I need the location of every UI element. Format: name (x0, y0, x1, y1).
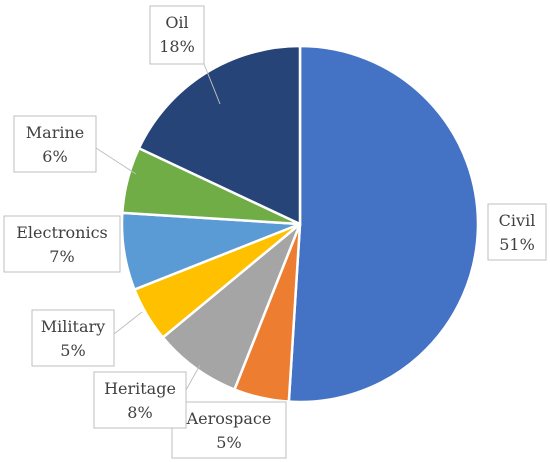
pie-slice-heritage (161, 223, 302, 392)
data-label-box (3, 215, 121, 273)
pie-slice-oil (137, 44, 302, 226)
slice-percent-label: 18% (159, 37, 195, 56)
data-label-military: Military 5% (31, 309, 115, 367)
data-label-electronics: Electronics 7% (3, 215, 121, 273)
data-labels: Civil 51% Aerospace 5% Heritage 8% Military 5% E… (3, 5, 547, 459)
slice-percent-label: 8% (127, 403, 152, 422)
leader-line-military (113, 311, 143, 335)
data-label-oil: Oil 18% (149, 5, 205, 65)
data-label-heritage: Heritage 8% (93, 371, 187, 429)
data-label-marine: Marine 6% (13, 115, 97, 173)
slice-category-label: Oil (165, 13, 188, 32)
pie-slices (120, 44, 480, 404)
slice-category-label: Military (41, 317, 105, 336)
leader-line-oil (203, 63, 221, 105)
slice-category-label: Civil (499, 211, 536, 230)
data-label-civil: Civil 51% (487, 203, 547, 261)
slice-category-label: Marine (26, 123, 84, 142)
data-label-box (171, 401, 287, 459)
data-label-aerospace: Aerospace 5% (171, 401, 287, 459)
slice-percent-label: 5% (60, 341, 85, 360)
pie-slice-civil (287, 44, 480, 404)
data-label-box (149, 5, 205, 65)
leader-line-marine (95, 147, 137, 175)
leader-line-heritage (185, 364, 201, 391)
slice-category-label: Heritage (104, 379, 176, 398)
slice-percent-label: 51% (499, 235, 535, 254)
slice-percent-label: 7% (49, 247, 74, 266)
data-label-box (13, 115, 97, 173)
slice-percent-label: 5% (216, 433, 241, 452)
slice-category-label: Aerospace (186, 409, 272, 428)
slice-category-label: Electronics (16, 223, 108, 242)
slice-percent-label: 6% (42, 147, 67, 166)
data-label-box (93, 371, 187, 429)
data-label-box (487, 203, 547, 261)
data-label-box (31, 309, 115, 367)
leader-lines (95, 63, 221, 391)
